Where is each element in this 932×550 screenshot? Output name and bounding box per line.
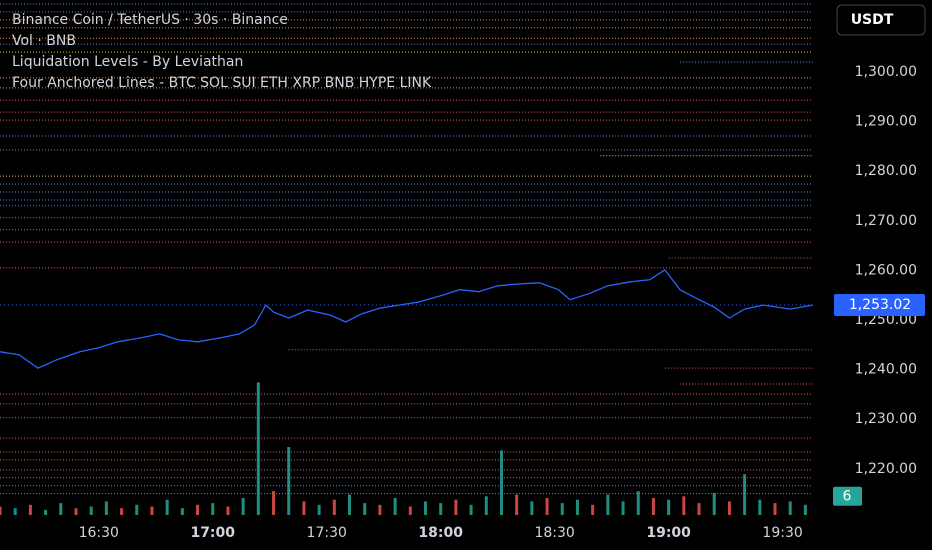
axes: 1,220.001,230.001,240.001,250.001,260.00… — [79, 64, 925, 541]
volume-bar — [743, 474, 747, 515]
volume-bar — [363, 503, 367, 515]
volume-bar — [439, 503, 443, 515]
volume-bar — [165, 499, 169, 515]
volume-bar — [515, 494, 519, 515]
volume-bar — [196, 504, 200, 515]
legend-volume: Vol · BNB — [12, 33, 76, 49]
volume-bar — [454, 499, 458, 515]
volume-bar — [226, 506, 230, 515]
price-pane — [0, 269, 814, 369]
y-tick-label: 1,240.00 — [855, 362, 917, 378]
volume-bar — [560, 503, 564, 515]
volume-bar — [408, 506, 412, 515]
volume-bar — [636, 491, 640, 515]
volume-bar — [332, 499, 336, 515]
volume-bar — [606, 494, 610, 515]
volume-pane — [0, 382, 807, 515]
volume-bar — [423, 501, 427, 515]
volume-bar — [758, 499, 762, 515]
volume-bar — [0, 506, 2, 515]
volume-bar — [317, 504, 321, 515]
legend-indicator: Four Anchored Lines - BTC SOL SUI ETH XR… — [12, 75, 432, 91]
y-tick-label: 1,300.00 — [855, 64, 917, 80]
x-tick-label: 17:30 — [307, 525, 347, 541]
volume-bar — [575, 499, 579, 515]
y-tick-label: 1,230.00 — [855, 411, 917, 427]
volume-bar — [302, 501, 306, 515]
x-tick-label: 18:00 — [418, 525, 463, 541]
volume-bar — [135, 504, 139, 515]
volume-bar — [530, 501, 534, 515]
volume-bar — [104, 501, 108, 515]
y-tick-label: 1,260.00 — [855, 262, 917, 278]
volume-bar — [89, 506, 93, 515]
volume-bar — [727, 501, 731, 515]
volume-bar — [28, 504, 32, 515]
y-tick-label: 1,280.00 — [855, 163, 917, 179]
volume-bar — [803, 504, 807, 515]
x-tick-label: 16:30 — [79, 525, 119, 541]
volume-bar — [697, 503, 701, 515]
price-line — [0, 269, 814, 369]
volume-bar — [545, 498, 549, 515]
volume-bar — [499, 450, 503, 515]
volume-bar — [682, 496, 686, 515]
volume-bar — [469, 504, 473, 515]
volume-label-box — [833, 486, 862, 506]
volume-bar — [393, 498, 397, 515]
volume-bar — [211, 503, 215, 515]
currency-label[interactable]: USDT — [851, 12, 894, 28]
volume-bar — [44, 509, 48, 515]
y-tick-label: 1,290.00 — [855, 114, 917, 130]
volume-bar — [773, 503, 777, 515]
volume-bar — [651, 498, 655, 515]
volume-bar — [667, 499, 671, 515]
legend-indicator: Liquidation Levels - By Leviathan — [12, 54, 243, 70]
volume-bar — [348, 494, 352, 515]
x-tick-label: 19:30 — [762, 525, 802, 541]
volume-bar — [59, 503, 63, 515]
volume-bar — [241, 498, 245, 515]
liquidation-levels — [0, 3, 813, 495]
volume-bar — [180, 508, 184, 515]
currency-button[interactable] — [836, 4, 926, 36]
volume-bar — [788, 501, 792, 515]
volume-bar — [484, 496, 488, 515]
last-price-box — [834, 294, 925, 317]
x-tick-label: 19:00 — [646, 525, 691, 541]
volume-bar — [120, 508, 124, 515]
x-tick-label: 17:00 — [190, 525, 235, 541]
volume-bar — [74, 508, 78, 515]
x-tick-label: 18:30 — [534, 525, 574, 541]
volume-bar — [621, 501, 625, 515]
y-tick-label: 1,220.00 — [855, 461, 917, 477]
volume-bar — [591, 504, 595, 515]
volume-bar — [378, 504, 382, 515]
volume-bar — [256, 382, 260, 515]
volume-bar — [13, 508, 17, 515]
volume-bar — [150, 506, 154, 515]
volume-bar — [272, 491, 276, 515]
volume-label: 6 — [843, 488, 852, 504]
volume-bar — [287, 447, 291, 515]
legend-symbol: Binance Coin / TetherUS · 30s · Binance — [12, 12, 288, 28]
volume-bar — [712, 492, 716, 515]
last-price-label: 1,253.02 — [849, 297, 911, 313]
y-tick-label: 1,270.00 — [855, 213, 917, 229]
